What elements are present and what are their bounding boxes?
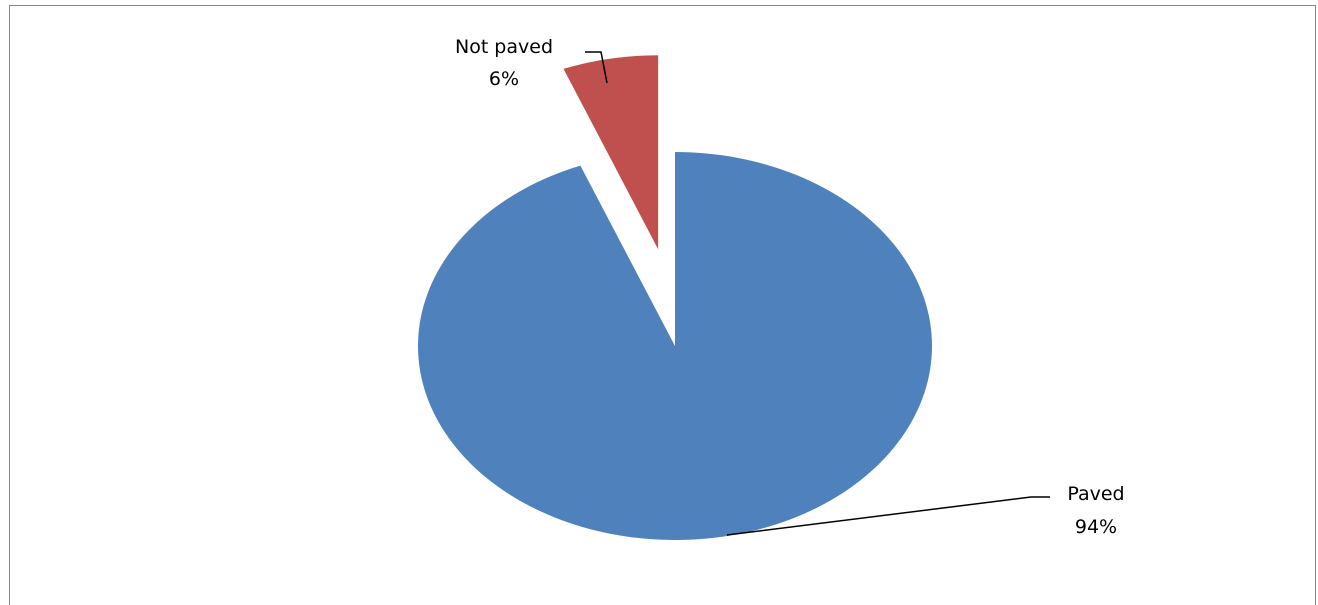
paved-percent-label: 94% bbox=[1075, 516, 1117, 538]
not-paved-label: Not paved bbox=[455, 36, 553, 58]
paved-label: Paved bbox=[1067, 483, 1124, 505]
pie-slice-paved bbox=[417, 152, 932, 540]
pie-slices bbox=[417, 55, 932, 540]
not-paved-percent-label: 6% bbox=[489, 68, 519, 90]
leader-lines bbox=[585, 51, 1050, 536]
not-paved-leader-line bbox=[585, 51, 608, 84]
paved-leader-line bbox=[726, 496, 1050, 536]
pie-slice-not-paved bbox=[563, 55, 659, 250]
